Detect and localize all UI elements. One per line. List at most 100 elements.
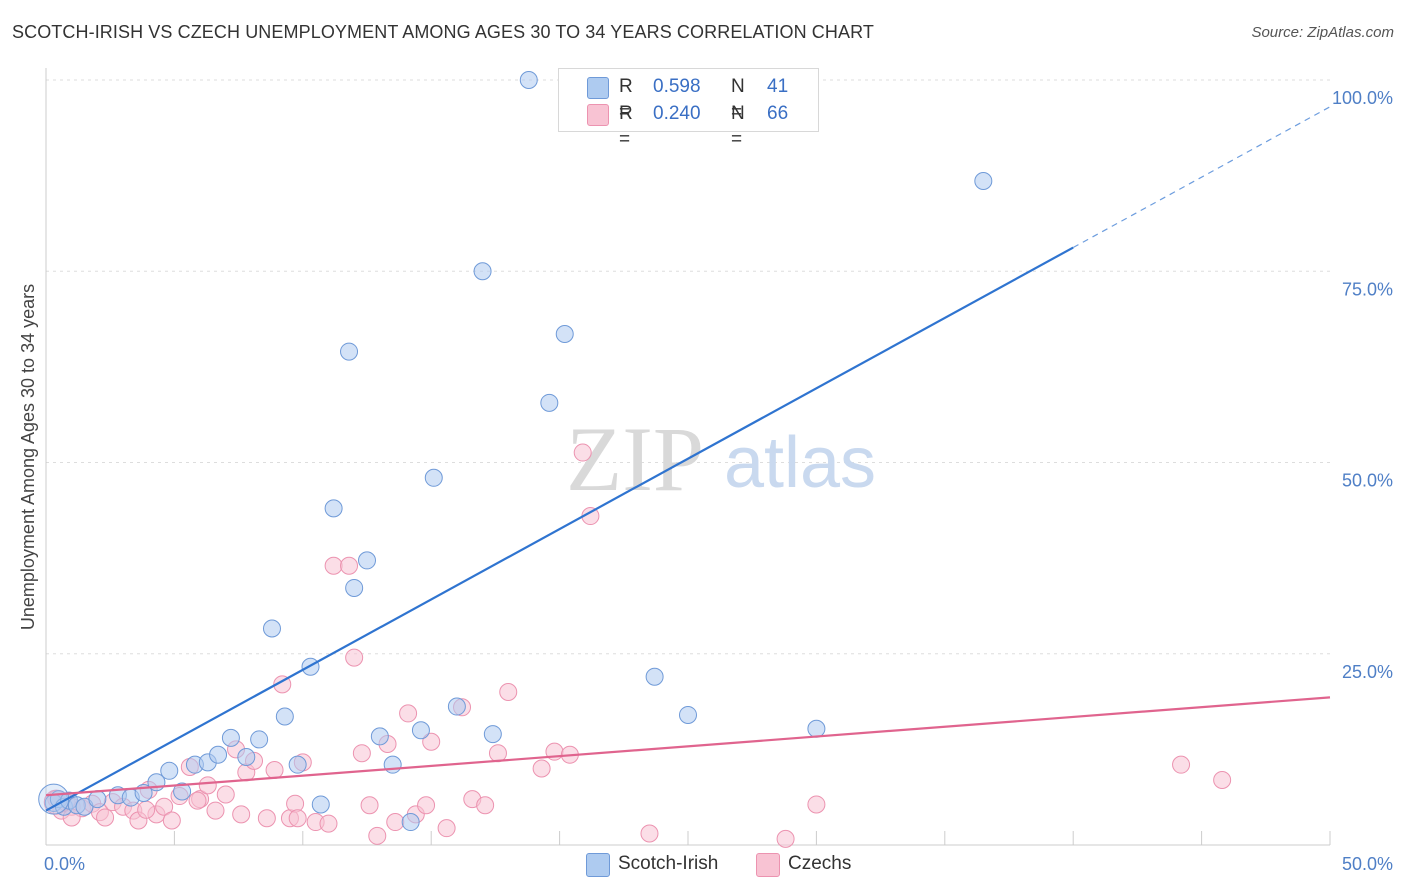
correlation-legend: R = 0.598 N = 41 R = 0.240 N = 66 <box>558 68 819 150</box>
czechs-point <box>319 814 338 833</box>
czechs-point <box>345 648 364 667</box>
trend-lines <box>45 106 1331 812</box>
scotch-irish-trend-extension <box>1072 106 1331 249</box>
r-label: R = <box>619 76 633 123</box>
scotch-irish-point <box>645 667 664 686</box>
scotch-irish-point <box>358 551 376 570</box>
n-value: 66 <box>767 103 789 124</box>
x-tick-label: 50.0% <box>1342 854 1393 874</box>
czechs-trend-line <box>45 696 1331 797</box>
czechs-point <box>137 800 156 819</box>
scotch-irish-point <box>974 171 993 190</box>
scotch-irish-point <box>519 71 538 89</box>
czechs-point <box>155 797 174 816</box>
scotch-irish-point <box>88 790 107 809</box>
axes <box>45 68 1331 846</box>
czechs-legend-label: Czechs <box>788 853 852 874</box>
czechs-point <box>232 805 251 824</box>
scotch-irish-point <box>411 721 430 740</box>
scotch-irish-point <box>345 578 364 597</box>
scotch-irish-point <box>38 783 70 815</box>
czechs-point <box>265 761 284 780</box>
y-axis-label: Unemployment Among Ages 30 to 34 years <box>18 284 38 630</box>
czechs-legend-swatch <box>756 853 780 877</box>
czechs-point <box>532 759 551 778</box>
czechs-point <box>399 704 418 723</box>
czechs-point <box>352 744 371 763</box>
scotch-irish-point <box>340 342 359 361</box>
czechs-point <box>640 824 659 843</box>
czechs-point <box>386 813 405 832</box>
r-value: 0.598 <box>653 76 701 97</box>
n-label: N = <box>731 76 745 123</box>
czechs-point <box>807 795 826 814</box>
scotch-irish-point <box>209 745 228 764</box>
scotch-irish-point <box>262 619 281 638</box>
czechs-point <box>273 675 292 694</box>
scotch-irish-point <box>424 468 443 487</box>
czechs-point <box>488 744 507 763</box>
czechs-point <box>360 796 379 815</box>
scotch-irish-point <box>401 813 420 832</box>
scotch-irish-point <box>237 748 256 767</box>
scotch-irish-point <box>173 782 192 801</box>
y-tick-label: 100.0% <box>1332 88 1393 108</box>
czechs-point <box>257 809 276 828</box>
czechs-point <box>417 796 436 815</box>
scotch-irish-point <box>160 761 179 780</box>
r-label: R = <box>619 103 633 150</box>
scotch-irish-point <box>324 499 343 518</box>
y-tick-label: 50.0% <box>1342 471 1393 491</box>
czechs-point <box>368 826 387 845</box>
czechs-point <box>573 443 592 462</box>
czechs-point <box>162 811 181 830</box>
watermark: ZIP atlas <box>566 408 876 510</box>
scotch-irish-point <box>483 725 502 744</box>
watermark-zip: ZIP <box>566 408 704 510</box>
scotch-irish-point <box>370 727 389 746</box>
czechs-point <box>96 808 115 827</box>
czechs-point <box>499 683 518 701</box>
scotch-irish-point <box>473 262 492 281</box>
n-value: 41 <box>767 76 789 97</box>
scotch-irish-point <box>288 755 307 774</box>
tick-labels: 25.0% 50.0% 75.0% 100.0% 0.0% 50.0% <box>44 88 1393 874</box>
czechs-point <box>340 556 359 575</box>
czechs-point <box>206 801 225 820</box>
r-value: 0.240 <box>653 103 701 124</box>
czechs-point <box>422 732 441 751</box>
czechs-point <box>476 796 495 815</box>
czechs-point <box>776 829 795 848</box>
scotch-irish-point <box>447 697 466 716</box>
chart-title: SCOTCH-IRISH VS CZECH UNEMPLOYMENT AMONG… <box>12 22 874 42</box>
scotch-irish-point <box>679 705 697 724</box>
scotch-irish-point <box>250 730 269 749</box>
chart-source: Source: ZipAtlas.com <box>1251 24 1394 41</box>
scotch-irish-swatch <box>587 77 609 99</box>
scotch-irish-legend-swatch <box>586 853 610 877</box>
scotch-irish-point <box>807 719 826 738</box>
scotch-irish-point <box>555 324 574 343</box>
watermark-atlas: atlas <box>724 423 876 503</box>
czechs-point <box>1172 755 1191 774</box>
czechs-point <box>216 785 235 804</box>
czechs-point <box>188 791 207 810</box>
scotch-irish-legend-label: Scotch-Irish <box>618 853 719 874</box>
czechs-point <box>1213 770 1232 789</box>
czechs-point <box>324 556 343 575</box>
scotch-irish-trend-line <box>45 246 1074 812</box>
czechs-point <box>198 776 217 795</box>
scotch-irish-point <box>540 393 559 412</box>
scotch-irish-point <box>275 707 294 726</box>
scotch-irish-point <box>383 755 402 774</box>
y-tick-label: 25.0% <box>1342 662 1393 682</box>
czechs-swatch <box>587 104 609 126</box>
scotch-irish-point <box>221 728 240 747</box>
scotch-irish-point <box>311 795 330 814</box>
czechs-point <box>437 819 456 838</box>
n-label: N = <box>731 103 745 150</box>
y-tick-label: 75.0% <box>1342 279 1393 299</box>
grid <box>46 79 1330 655</box>
czechs-point <box>288 809 307 828</box>
